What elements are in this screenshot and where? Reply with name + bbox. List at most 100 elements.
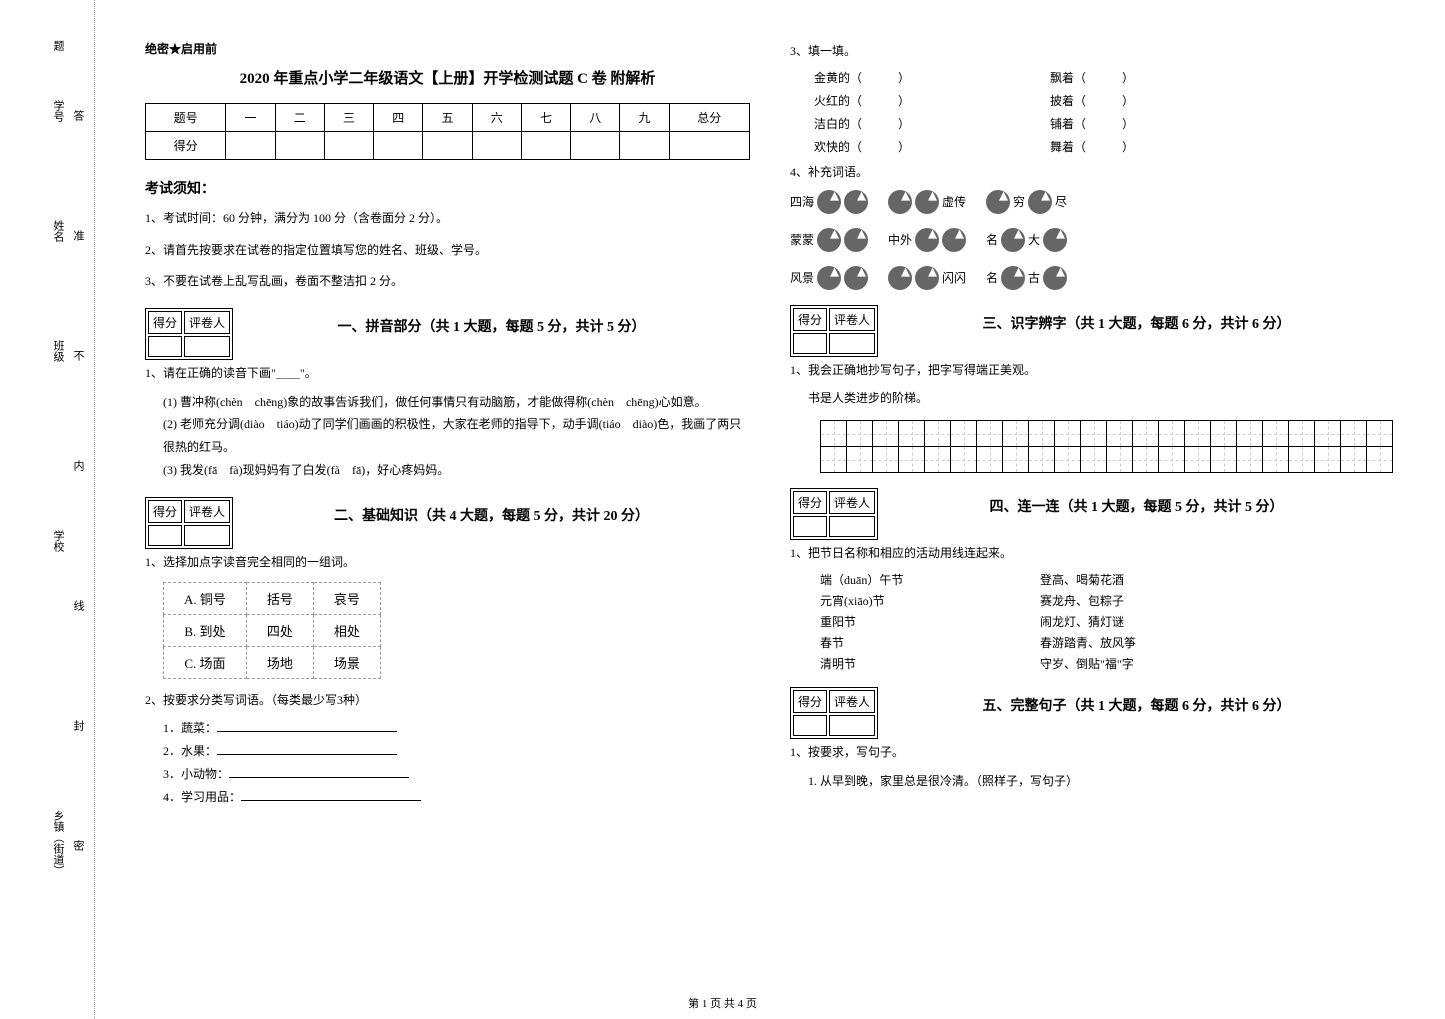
sb-blank[interactable] xyxy=(793,715,827,736)
circle-icon[interactable] xyxy=(1001,266,1025,290)
choice[interactable]: 哀号 xyxy=(313,582,380,614)
grid-cell[interactable] xyxy=(1107,447,1133,473)
td[interactable] xyxy=(226,132,275,160)
grid-cell[interactable] xyxy=(977,447,1003,473)
grid-cell[interactable] xyxy=(1159,421,1185,447)
circle-icon[interactable] xyxy=(1043,228,1067,252)
grid-cell[interactable] xyxy=(1211,447,1237,473)
grid-cell[interactable] xyxy=(847,421,873,447)
circle-icon[interactable] xyxy=(915,266,939,290)
blank[interactable] xyxy=(217,741,397,755)
grid-cell[interactable] xyxy=(1029,447,1055,473)
grid-cell[interactable] xyxy=(1341,447,1367,473)
sb-blank[interactable] xyxy=(184,336,230,357)
grid-cell[interactable] xyxy=(1315,447,1341,473)
sb-blank[interactable] xyxy=(148,525,182,546)
grid-cell[interactable] xyxy=(821,447,847,473)
grid-cell[interactable] xyxy=(899,447,925,473)
circle-icon[interactable] xyxy=(915,228,939,252)
td[interactable] xyxy=(620,132,669,160)
circle-icon[interactable] xyxy=(942,228,966,252)
sb-blank[interactable] xyxy=(829,516,875,537)
td[interactable] xyxy=(571,132,620,160)
choice[interactable]: A. 铜号 xyxy=(164,582,247,614)
match-left[interactable]: 重阳节 xyxy=(790,613,1040,630)
sb-blank[interactable] xyxy=(829,333,875,354)
match-right[interactable]: 登高、喝菊花酒 xyxy=(1040,571,1395,588)
circle-icon[interactable] xyxy=(1043,266,1067,290)
sb-blank[interactable] xyxy=(148,336,182,357)
grid-cell[interactable] xyxy=(1107,421,1133,447)
grid-cell[interactable] xyxy=(1133,447,1159,473)
grid-cell[interactable] xyxy=(1367,421,1393,447)
grid-cell[interactable] xyxy=(1159,447,1185,473)
grid-cell[interactable] xyxy=(1185,421,1211,447)
match-right[interactable]: 赛龙舟、包粽子 xyxy=(1040,592,1395,609)
td[interactable] xyxy=(374,132,423,160)
grid-cell[interactable] xyxy=(1029,421,1055,447)
choice[interactable]: 括号 xyxy=(246,582,313,614)
grid-cell[interactable] xyxy=(1315,421,1341,447)
circle-icon[interactable] xyxy=(915,190,939,214)
grid-cell[interactable] xyxy=(951,421,977,447)
choice[interactable]: 场地 xyxy=(246,646,313,678)
blank[interactable] xyxy=(229,764,409,778)
grid-cell[interactable] xyxy=(1081,447,1107,473)
td[interactable] xyxy=(669,132,749,160)
grid-cell[interactable] xyxy=(1289,447,1315,473)
circle-icon[interactable] xyxy=(1028,190,1052,214)
circle-icon[interactable] xyxy=(844,228,868,252)
sb-blank[interactable] xyxy=(184,525,230,546)
match-left[interactable]: 春节 xyxy=(790,634,1040,651)
circle-icon[interactable] xyxy=(844,190,868,214)
td[interactable] xyxy=(521,132,570,160)
td[interactable] xyxy=(472,132,521,160)
grid-cell[interactable] xyxy=(1055,447,1081,473)
sb-blank[interactable] xyxy=(793,516,827,537)
grid-cell[interactable] xyxy=(1237,447,1263,473)
choice[interactable]: 四处 xyxy=(246,614,313,646)
grid-cell[interactable] xyxy=(1133,421,1159,447)
blank[interactable] xyxy=(241,787,421,801)
match-right[interactable]: 春游踏青、放风筝 xyxy=(1040,634,1395,651)
writing-grid[interactable] xyxy=(820,420,1393,473)
circle-icon[interactable] xyxy=(1001,228,1025,252)
sb-blank[interactable] xyxy=(829,715,875,736)
circle-icon[interactable] xyxy=(888,190,912,214)
grid-cell[interactable] xyxy=(1081,421,1107,447)
grid-cell[interactable] xyxy=(1185,447,1211,473)
grid-cell[interactable] xyxy=(977,421,1003,447)
grid-cell[interactable] xyxy=(1289,421,1315,447)
grid-cell[interactable] xyxy=(1003,421,1029,447)
grid-cell[interactable] xyxy=(1341,421,1367,447)
choice[interactable]: 场景 xyxy=(313,646,380,678)
sb-blank[interactable] xyxy=(793,333,827,354)
circle-icon[interactable] xyxy=(844,266,868,290)
choice[interactable]: 相处 xyxy=(313,614,380,646)
grid-cell[interactable] xyxy=(873,447,899,473)
circle-icon[interactable] xyxy=(817,266,841,290)
circle-icon[interactable] xyxy=(817,228,841,252)
match-right[interactable]: 闹龙灯、猜灯谜 xyxy=(1040,613,1395,630)
choice[interactable]: C. 场面 xyxy=(164,646,247,678)
choice[interactable]: B. 到处 xyxy=(164,614,247,646)
grid-cell[interactable] xyxy=(925,421,951,447)
grid-cell[interactable] xyxy=(1263,447,1289,473)
td[interactable] xyxy=(423,132,472,160)
grid-cell[interactable] xyxy=(821,421,847,447)
grid-cell[interactable] xyxy=(1003,447,1029,473)
match-left[interactable]: 元宵(xiāo)节 xyxy=(790,592,1040,609)
td[interactable] xyxy=(275,132,324,160)
match-left[interactable]: 端（duān）午节 xyxy=(790,571,1040,588)
circle-icon[interactable] xyxy=(986,190,1010,214)
grid-cell[interactable] xyxy=(873,421,899,447)
grid-cell[interactable] xyxy=(847,447,873,473)
grid-cell[interactable] xyxy=(1237,421,1263,447)
grid-cell[interactable] xyxy=(1055,421,1081,447)
match-right[interactable]: 守岁、倒贴"福"字 xyxy=(1040,655,1395,672)
circle-icon[interactable] xyxy=(888,266,912,290)
blank[interactable] xyxy=(217,718,397,732)
circle-icon[interactable] xyxy=(817,190,841,214)
match-left[interactable]: 清明节 xyxy=(790,655,1040,672)
grid-cell[interactable] xyxy=(1263,421,1289,447)
